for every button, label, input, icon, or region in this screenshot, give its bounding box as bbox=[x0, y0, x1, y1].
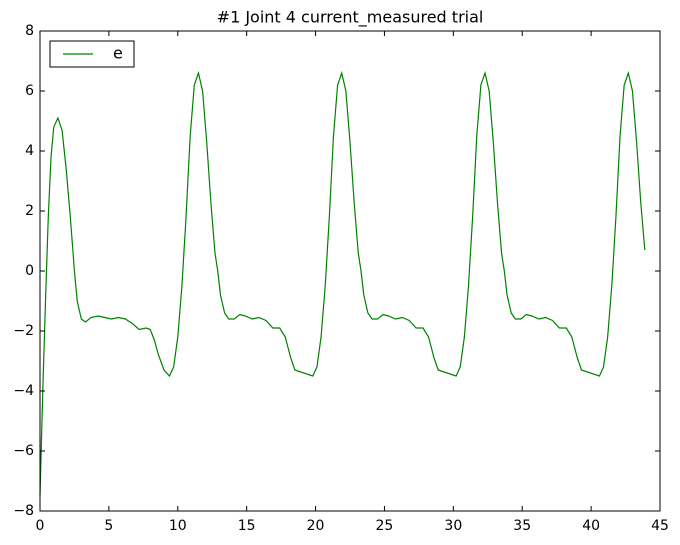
data-line bbox=[39, 70, 646, 497]
y-tick-label: 8 bbox=[25, 23, 34, 39]
y-tick-label: 6 bbox=[25, 83, 34, 99]
y-tick-label: −8 bbox=[13, 503, 34, 519]
legend-label: e bbox=[113, 44, 123, 63]
x-tick-label: 30 bbox=[444, 518, 462, 534]
x-tick-label: 25 bbox=[376, 518, 394, 534]
y-tick-label: −2 bbox=[13, 323, 34, 339]
y-tick-label: 0 bbox=[25, 263, 34, 279]
x-tick-label: 5 bbox=[104, 518, 113, 534]
x-tick-label: 45 bbox=[651, 518, 669, 534]
x-tick-label: 0 bbox=[36, 518, 45, 534]
y-tick-label: 4 bbox=[25, 143, 34, 159]
chart-title: #1 Joint 4 current_measured trial bbox=[217, 8, 484, 28]
y-tick-label: −4 bbox=[13, 383, 34, 399]
x-tick-label: 20 bbox=[307, 518, 325, 534]
x-tick-label: 40 bbox=[582, 518, 600, 534]
y-tick-label: −6 bbox=[13, 443, 34, 459]
plot-frame bbox=[39, 30, 661, 512]
x-tick-label: 15 bbox=[238, 518, 256, 534]
x-tick-label: 35 bbox=[513, 518, 531, 534]
x-tick-label: 10 bbox=[169, 518, 187, 534]
y-tick-label: 2 bbox=[25, 203, 34, 219]
